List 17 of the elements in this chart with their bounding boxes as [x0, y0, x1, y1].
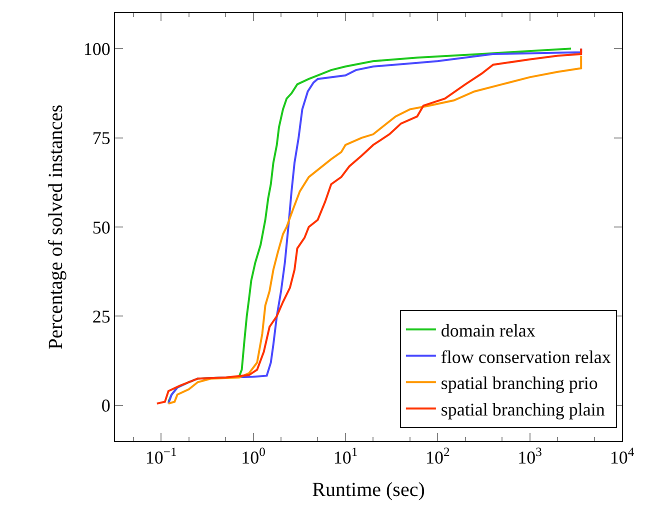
y-tick-label: 100	[83, 38, 110, 59]
x-tick-label: 10$^{2}$	[426, 445, 450, 468]
x-axis-title: Runtime (sec)	[312, 479, 425, 502]
legend-label: spatial branching prio	[440, 373, 598, 394]
y-tick-label: 0	[101, 396, 110, 416]
x-tick-label: 10$^{1}$	[333, 445, 358, 468]
y-tick-label: 50	[92, 217, 110, 238]
x-tick-label: 10$^{4}$	[610, 445, 635, 468]
y-axis-title: Percentage of solved instances	[44, 104, 67, 350]
legend-label: spatial branching plain	[440, 400, 605, 420]
y-tick-label: 25	[92, 306, 110, 326]
x-tick-label: 10$^{0}$	[241, 445, 266, 468]
legend-label: flow conservation relax	[440, 346, 611, 367]
y-tick-label: 75	[92, 128, 110, 148]
x-tick-label: 10$^{−1}$	[145, 445, 177, 468]
legend-label: domain relax	[440, 320, 536, 340]
x-tick-label: 10$^{3}$	[518, 445, 542, 468]
